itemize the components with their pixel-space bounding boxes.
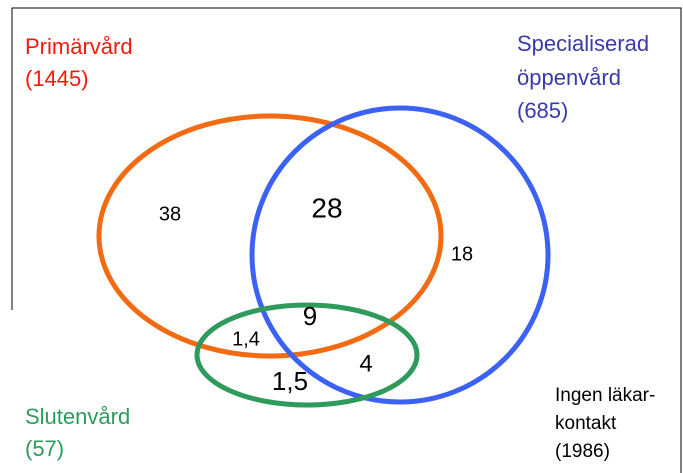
region-value: 28	[311, 192, 342, 223]
region-value: 38	[159, 203, 181, 225]
set-count: (57)	[25, 436, 64, 461]
region-value: 1,5	[272, 366, 308, 396]
region-value: 1,4	[232, 328, 260, 350]
primary-care-circle	[96, 113, 444, 359]
outside-label: kontakt	[555, 413, 617, 434]
region-value: 18	[451, 243, 473, 265]
set-label: öppenvård	[517, 65, 621, 90]
region-value: 9	[303, 301, 317, 331]
set-count: (685)	[517, 98, 568, 123]
inpatient-care-circle	[194, 302, 420, 408]
outside-count: (1986)	[555, 441, 610, 462]
set-label: Specialiserad	[517, 31, 649, 56]
set-count: (1445)	[25, 66, 89, 91]
set-label: Slutenvård	[25, 404, 130, 429]
outside-label: Ingen läkar-	[555, 385, 655, 406]
specialist-care-circle	[249, 105, 551, 405]
frame	[11, 7, 682, 473]
set-label: Primärvård	[25, 34, 133, 59]
region-value: 4	[359, 350, 372, 377]
